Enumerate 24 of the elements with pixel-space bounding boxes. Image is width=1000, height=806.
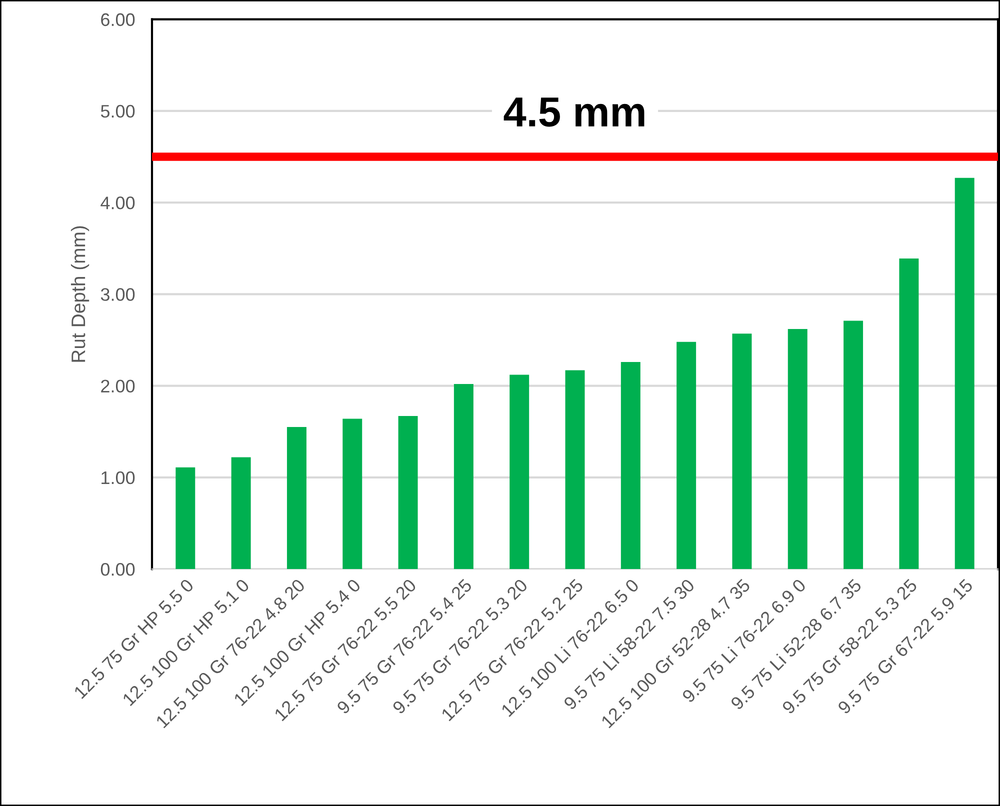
bar bbox=[899, 258, 919, 570]
bar bbox=[342, 418, 362, 570]
bar bbox=[788, 329, 808, 570]
bar bbox=[454, 384, 474, 570]
bar bbox=[176, 467, 196, 570]
bar bbox=[286, 427, 306, 570]
y-tick-label: 5.00 bbox=[100, 104, 135, 118]
y-tick-label: 1.00 bbox=[102, 471, 135, 484]
y-tick-label: 0.00 bbox=[100, 562, 135, 576]
bar bbox=[510, 374, 530, 570]
y-tick-label: 6.00 bbox=[101, 13, 135, 26]
bar bbox=[231, 457, 251, 570]
bar bbox=[954, 178, 974, 570]
y-axis-title: Rut Depth (mm) bbox=[70, 226, 90, 362]
bar bbox=[844, 320, 864, 570]
y-tick-label: 3.00 bbox=[100, 288, 135, 301]
bar bbox=[398, 416, 418, 570]
y-tick-label: 4.00 bbox=[100, 196, 135, 210]
bar bbox=[732, 334, 752, 570]
bar bbox=[620, 362, 640, 570]
ref-line-label: 4.5 mm bbox=[504, 98, 644, 127]
bar bbox=[565, 370, 585, 570]
bar bbox=[676, 342, 696, 570]
y-tick-label: 2.00 bbox=[101, 380, 135, 393]
